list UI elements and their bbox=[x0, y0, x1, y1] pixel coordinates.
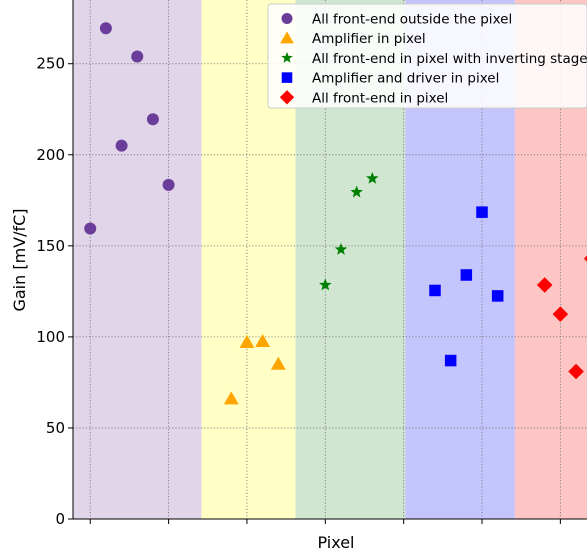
data-point-series-1 bbox=[146, 113, 159, 126]
legend-entry-3: All front-end in pixel with inverting st… bbox=[312, 51, 587, 67]
data-point-series-2 bbox=[239, 334, 255, 348]
data-point-series-5 bbox=[536, 277, 553, 293]
data-point-series-1 bbox=[99, 22, 112, 35]
legend: All front-end outside the pixel Amplifier… bbox=[267, 3, 587, 109]
data-point-series-1 bbox=[115, 139, 128, 152]
legend-entry-2: Amplifier in pixel bbox=[312, 31, 426, 47]
data-point-series-5 bbox=[552, 306, 569, 322]
y-tick-label: 0 bbox=[55, 510, 65, 528]
data-point-series-1 bbox=[131, 50, 144, 63]
data-point-series-2 bbox=[255, 334, 271, 348]
data-point-series-4 bbox=[444, 354, 457, 367]
legend-entry-1: All front-end outside the pixel bbox=[312, 12, 512, 28]
legend-marker-4 bbox=[281, 72, 293, 83]
legend-marker-3 bbox=[281, 51, 293, 63]
data-point-series-3 bbox=[334, 242, 348, 255]
x-axis-label: Pixel bbox=[317, 533, 354, 552]
data-point-series-5 bbox=[568, 363, 584, 380]
y-axis-label: Gain [mV/fC] bbox=[10, 208, 29, 311]
legend-box bbox=[267, 3, 587, 109]
legend-marker-5 bbox=[279, 90, 295, 105]
y-tick-label: 50 bbox=[46, 419, 65, 437]
data-point-series-2 bbox=[270, 356, 286, 370]
data-point-series-3 bbox=[319, 278, 332, 291]
data-layer bbox=[84, 22, 587, 405]
data-point-series-5 bbox=[583, 255, 587, 262]
axes-layer: 0 50 100 150 200 250 bbox=[36, 0, 587, 528]
data-point-series-4 bbox=[476, 206, 488, 218]
data-point-series-4 bbox=[460, 269, 473, 281]
legend-marker-2 bbox=[280, 31, 294, 44]
y-tick-label: 150 bbox=[36, 237, 65, 255]
data-point-series-1 bbox=[162, 178, 175, 191]
y-tick-label: 250 bbox=[36, 55, 65, 73]
data-point-series-4 bbox=[429, 284, 441, 297]
data-point-series-1 bbox=[84, 222, 97, 235]
legend-entry-5: All front-end in pixel bbox=[312, 90, 448, 106]
data-point-series-4 bbox=[491, 290, 504, 302]
y-tick-label: 200 bbox=[36, 146, 65, 164]
data-point-series-2 bbox=[223, 391, 239, 405]
band-1 bbox=[73, 0, 202, 519]
data-point-series-3 bbox=[366, 171, 379, 184]
legend-marker-1 bbox=[281, 13, 293, 24]
y-tick-label: 100 bbox=[36, 328, 65, 346]
data-point-series-3 bbox=[350, 185, 363, 198]
legend-entry-4: Amplifier and driver in pixel bbox=[312, 71, 499, 87]
